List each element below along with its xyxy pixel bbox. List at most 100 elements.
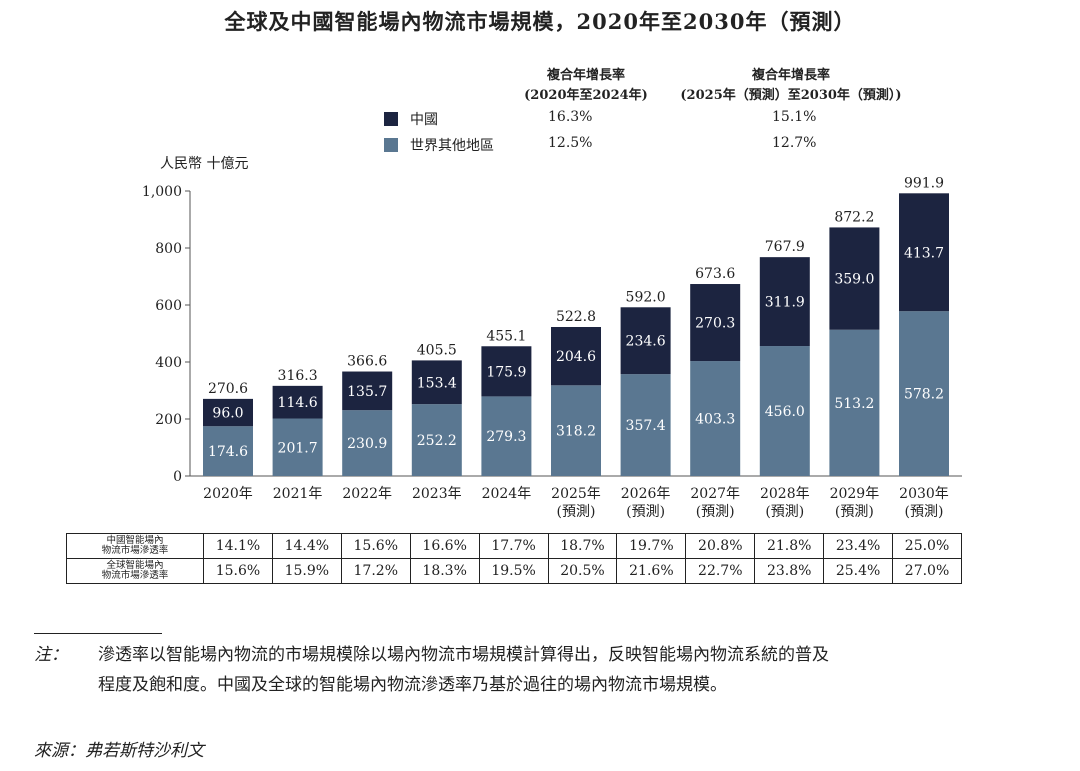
bar-segment-rest-of-world — [551, 385, 601, 476]
legend-row-cagr-2: 12.7% — [772, 135, 817, 151]
table-row-label-line: 全球智能場內 — [106, 560, 164, 571]
x-tick-label: 2022年 — [342, 486, 392, 502]
data-label-china: 311.9 — [765, 295, 805, 311]
y-axis-label: 人民幣 十億元 — [160, 156, 249, 172]
table-row: 中國智能場內 物流市場滲透率 14.1% 14.4% 15.6% 16.6% 17.7% 18… — [66, 533, 962, 559]
note-divider — [34, 633, 162, 634]
legend-cagr-header-2-line2: (2025年（預測）至2030年（預測）) — [680, 88, 902, 103]
data-label-rest-of-world: 201.7 — [278, 440, 318, 456]
table-row-label: 全球智能場內 物流市場滲透率 — [66, 558, 204, 584]
bar-segment-china — [899, 193, 949, 312]
y-tick-label: 0 — [173, 469, 182, 485]
data-label-rest-of-world: 456.0 — [765, 404, 805, 420]
data-label-rest-of-world: 318.2 — [556, 424, 596, 440]
page-title: 全球及中國智能場內物流市場規模，2020年至2030年（預測） — [224, 9, 856, 34]
x-tick-label: 2030年 — [899, 486, 949, 502]
bar-segment-china — [690, 284, 741, 362]
data-label-total: 872.2 — [834, 209, 874, 225]
x-tick-label: 2021年 — [273, 486, 323, 502]
y-tick-label: 400 — [155, 355, 182, 371]
bar-segment-rest-of-world — [829, 329, 880, 476]
data-label-rest-of-world: 252.2 — [417, 433, 457, 449]
table-cell: 18.3% — [409, 558, 480, 584]
legend-cagr-header-1-line1: 複合年增長率 — [546, 68, 625, 83]
legend-cagr-header-2: 複合年增長率 (2025年（預測）至2030年（預測）) — [660, 66, 922, 106]
bar-segment-rest-of-world — [620, 374, 671, 476]
data-label-total: 592.0 — [626, 289, 666, 305]
bar-segment-china — [203, 398, 253, 427]
legend-swatch-rest-of-world — [384, 138, 398, 152]
x-tick-label: 2028年 — [760, 486, 810, 502]
x-tick-label: (預測) — [905, 504, 944, 520]
table-cell: 27.0% — [892, 558, 962, 584]
bar-segment-rest-of-world — [759, 346, 810, 476]
bar-segment-china — [481, 346, 532, 397]
bar-segment-china — [620, 307, 671, 375]
bar-segment-rest-of-world — [899, 311, 949, 476]
data-label-total: 767.9 — [765, 239, 805, 255]
table-cell: 18.7% — [547, 533, 618, 559]
y-tick-label: 200 — [155, 412, 182, 428]
table-row-label: 中國智能場內 物流市場滲透率 — [66, 533, 204, 559]
x-tick-label: (預測) — [626, 504, 665, 520]
x-tick-label: (預測) — [557, 504, 596, 520]
y-tick-label: 600 — [155, 298, 182, 314]
legend-cagr-header-1: 複合年增長率 (2020年至2024年) — [506, 66, 666, 106]
table-cell: 22.7% — [685, 558, 756, 584]
data-label-china: 204.6 — [556, 349, 596, 365]
x-tick-label: 2027年 — [690, 486, 740, 502]
table-cell: 19.5% — [478, 558, 549, 584]
legend-cagr-header-2-line1: 複合年增長率 — [751, 68, 830, 83]
legend-cagr-header-1-line2: (2020年至2024年) — [524, 88, 648, 103]
table-cell: 19.7% — [616, 533, 687, 559]
table-cell: 21.6% — [616, 558, 687, 584]
table-cell: 23.8% — [754, 558, 825, 584]
data-label-china: 359.0 — [834, 272, 874, 288]
legend-item-rest-of-world: 世界其他地區 — [384, 135, 494, 155]
table-cell: 23.4% — [823, 533, 894, 559]
bar-segment-rest-of-world — [272, 418, 323, 476]
legend-china-cagr-1: 16.3% — [548, 109, 593, 125]
bar-segment-rest-of-world — [203, 426, 253, 476]
x-tick-label: 2026年 — [621, 486, 671, 502]
table-row-label-line: 中國智能場內 — [106, 535, 164, 546]
data-label-total: 366.6 — [347, 354, 387, 370]
data-label-china: 413.7 — [904, 245, 944, 261]
note-text: 滲透率以智能場內物流的市場規模除以場內物流市場規模計算得出，反映智能場內物流系統… — [98, 640, 1018, 700]
x-tick-label: (預測) — [765, 504, 804, 520]
bar-segment-china — [551, 327, 601, 386]
table-cell: 14.4% — [271, 533, 342, 559]
data-label-total: 522.8 — [556, 309, 596, 325]
data-label-rest-of-world: 230.9 — [347, 436, 387, 452]
bar-segment-rest-of-world — [342, 410, 393, 476]
table-cell: 15.9% — [271, 558, 342, 584]
table-cell: 17.2% — [340, 558, 411, 584]
note-line-2: 程度及飽和度。中國及全球的智能場內物流滲透率乃基於過往的場內物流市場規模。 — [98, 675, 727, 695]
bar-segment-china — [272, 385, 323, 419]
bar-segment-china — [342, 371, 393, 411]
table-cell: 25.0% — [892, 533, 962, 559]
x-tick-label: 2024年 — [482, 486, 532, 502]
data-label-total: 316.3 — [278, 368, 318, 384]
x-tick-label: (預測) — [835, 504, 874, 520]
data-label-rest-of-world: 403.3 — [695, 412, 735, 428]
x-tick-label: 2025年 — [551, 486, 601, 502]
data-label-total: 405.5 — [417, 342, 457, 358]
data-label-china: 96.0 — [212, 406, 243, 422]
y-tick-label: 1,000 — [142, 184, 182, 200]
penetration-table: 中國智能場內 物流市場滲透率 14.1% 14.4% 15.6% 16.6% 17.7% 18… — [66, 533, 962, 584]
data-label-total: 455.1 — [486, 328, 526, 344]
table-cell: 20.8% — [685, 533, 756, 559]
table-cell: 14.1% — [203, 533, 273, 559]
y-tick-label: 800 — [155, 241, 182, 257]
bar-segment-rest-of-world — [411, 404, 462, 476]
data-label-china: 114.6 — [278, 395, 318, 411]
x-tick-label: 2020年 — [203, 486, 253, 502]
legend-china-cagr-2: 15.1% — [772, 109, 817, 125]
data-label-china: 234.6 — [626, 334, 666, 350]
table-row: 全球智能場內 物流市場滲透率 15.6% 15.9% 17.2% 18.3% 19.5% 20… — [66, 558, 962, 584]
table-row-label-line: 物流市場滲透率 — [101, 570, 169, 581]
legend-item-china: 中國 — [384, 109, 438, 129]
table-cell: 21.8% — [754, 533, 825, 559]
data-label-china: 270.3 — [695, 316, 735, 332]
